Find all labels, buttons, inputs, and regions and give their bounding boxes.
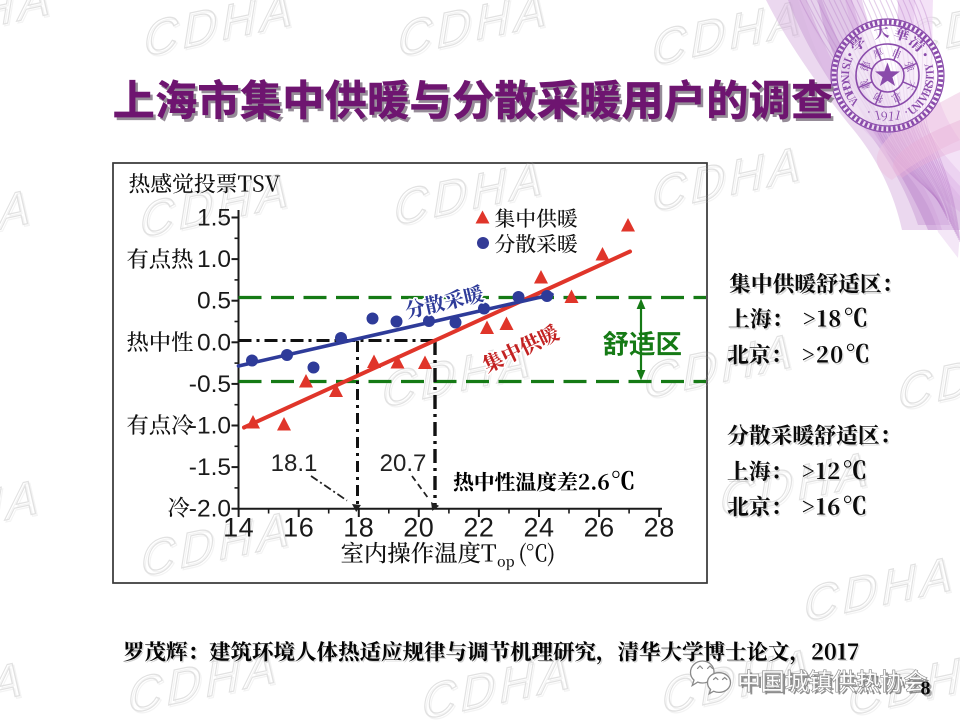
svg-text:-2.0: -2.0: [189, 496, 231, 523]
svg-text:CDHA: CDHA: [124, 636, 286, 720]
svg-text:26: 26: [584, 513, 615, 543]
svg-text:-0.5: -0.5: [189, 371, 231, 398]
svg-text:CDHA: CDHA: [140, 0, 302, 68]
svg-text:18.1: 18.1: [271, 450, 318, 477]
svg-text:CDHA: CDHA: [394, 0, 556, 68]
svg-text:14: 14: [223, 513, 254, 543]
svg-text:1.0: 1.0: [197, 246, 231, 273]
svg-text:1.5: 1.5: [197, 205, 231, 232]
svg-text:CDHA: CDHA: [0, 0, 60, 57]
svg-text:22: 22: [463, 513, 494, 543]
svg-text:18: 18: [343, 513, 374, 543]
svg-text:-1.0: -1.0: [189, 413, 231, 440]
svg-text:CDHA: CDHA: [800, 544, 960, 634]
svg-text:20: 20: [403, 513, 434, 543]
svg-text:16: 16: [283, 513, 314, 543]
svg-text:24: 24: [523, 513, 554, 543]
svg-text:28: 28: [644, 513, 675, 543]
svg-text:0.5: 0.5: [197, 288, 231, 315]
svg-text:CDHA: CDHA: [894, 332, 960, 422]
svg-text:0.0: 0.0: [197, 329, 231, 356]
svg-text:CDHA: CDHA: [648, 134, 810, 224]
svg-text:8: 8: [921, 678, 931, 700]
svg-text:-1.5: -1.5: [189, 454, 231, 481]
svg-text:CDHA: CDHA: [0, 467, 48, 557]
svg-text:20.7: 20.7: [380, 450, 427, 477]
svg-text:8: 8: [923, 680, 933, 702]
